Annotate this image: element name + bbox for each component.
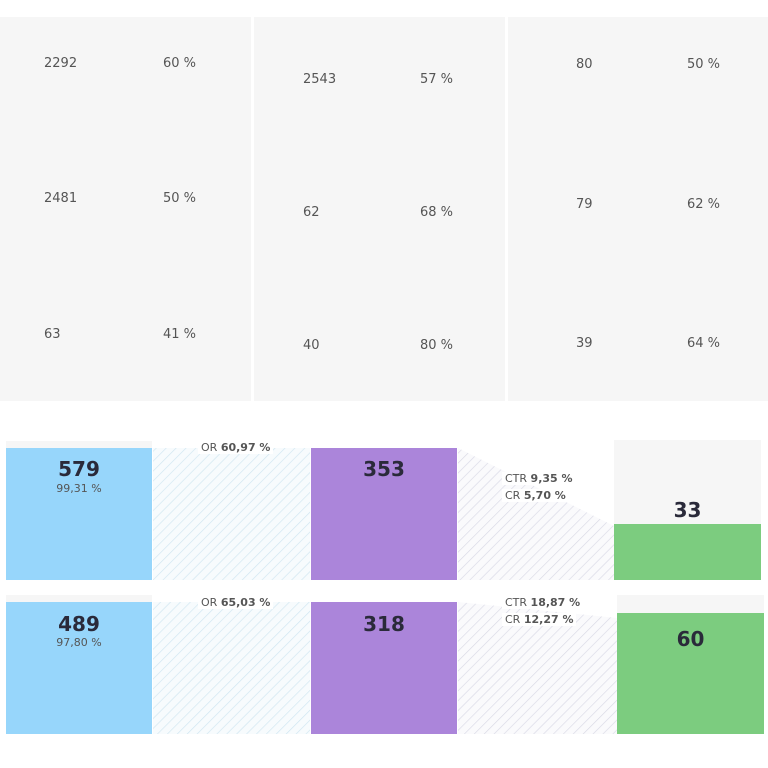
funnel-stage-2: 318 bbox=[311, 602, 457, 734]
stat-value: 2292 bbox=[44, 56, 78, 71]
stage-fill-bar bbox=[614, 524, 761, 580]
stage1-header-strip bbox=[6, 595, 152, 602]
stat-value: 39 bbox=[576, 336, 593, 351]
funnel-stage-1: 579 99,31 % bbox=[6, 448, 152, 580]
stage-value: 579 bbox=[58, 457, 100, 481]
stat-value: 2481 bbox=[44, 191, 78, 206]
stage-value: 489 bbox=[58, 612, 100, 636]
stage-value: 353 bbox=[363, 457, 405, 481]
stage-percent: 97,80 % bbox=[56, 636, 102, 649]
stat-value: 40 bbox=[303, 338, 320, 353]
stage-value: 60 bbox=[676, 627, 705, 651]
stat-cell: 63 41 % bbox=[0, 267, 251, 401]
cr-label: CR 5,70 % bbox=[502, 489, 569, 502]
stat-percent: 64 % bbox=[687, 336, 721, 351]
stage-percent: 99,31 % bbox=[56, 482, 102, 495]
stat-cell: 2481 50 % bbox=[0, 131, 251, 267]
stat-cell: 2543 57 % bbox=[254, 17, 505, 146]
stat-value: 80 bbox=[576, 57, 593, 72]
stat-percent: 41 % bbox=[163, 327, 197, 342]
stat-percent: 60 % bbox=[163, 56, 197, 71]
funnel-connector-ctr bbox=[458, 602, 617, 734]
funnel-connector-or bbox=[153, 448, 310, 580]
stat-cell: 40 80 % bbox=[254, 278, 505, 401]
funnel-stage-3: 60 bbox=[617, 595, 764, 734]
stat-percent: 62 % bbox=[687, 197, 721, 212]
stat-value: 2543 bbox=[303, 72, 337, 87]
stat-cell: 39 64 % bbox=[508, 273, 768, 401]
stat-cell: 62 68 % bbox=[254, 146, 505, 278]
stage-value: 318 bbox=[363, 612, 405, 636]
stat-value: 63 bbox=[44, 327, 61, 342]
stat-cell: 80 50 % bbox=[508, 17, 768, 134]
funnel-connector-or bbox=[153, 602, 310, 734]
stat-value: 62 bbox=[303, 205, 320, 220]
funnel-connector-ctr bbox=[458, 448, 614, 580]
stat-value: 79 bbox=[576, 197, 593, 212]
stat-percent: 57 % bbox=[420, 72, 454, 87]
stat-cell: 79 62 % bbox=[508, 134, 768, 273]
stat-percent: 80 % bbox=[420, 338, 454, 353]
funnel-stage-2: 353 bbox=[311, 448, 457, 580]
stage-fill-bar bbox=[617, 613, 764, 734]
ctr-label: CTR 9,35 % bbox=[502, 472, 576, 485]
stat-percent: 50 % bbox=[163, 191, 197, 206]
stat-percent: 68 % bbox=[420, 205, 454, 220]
cr-label: CR 12,27 % bbox=[502, 613, 577, 626]
funnel-stage-3: 33 bbox=[614, 440, 761, 580]
stat-cell: 2292 60 % bbox=[0, 17, 251, 131]
stat-percent: 50 % bbox=[687, 57, 721, 72]
open-rate-label: OR 65,03 % bbox=[198, 596, 274, 609]
funnel-stage-1: 489 97,80 % bbox=[6, 602, 152, 734]
open-rate-label: OR 60,97 % bbox=[198, 441, 274, 454]
stage-value: 33 bbox=[673, 498, 702, 522]
ctr-label: CTR 18,87 % bbox=[502, 596, 584, 609]
stage1-header-strip bbox=[6, 441, 152, 448]
